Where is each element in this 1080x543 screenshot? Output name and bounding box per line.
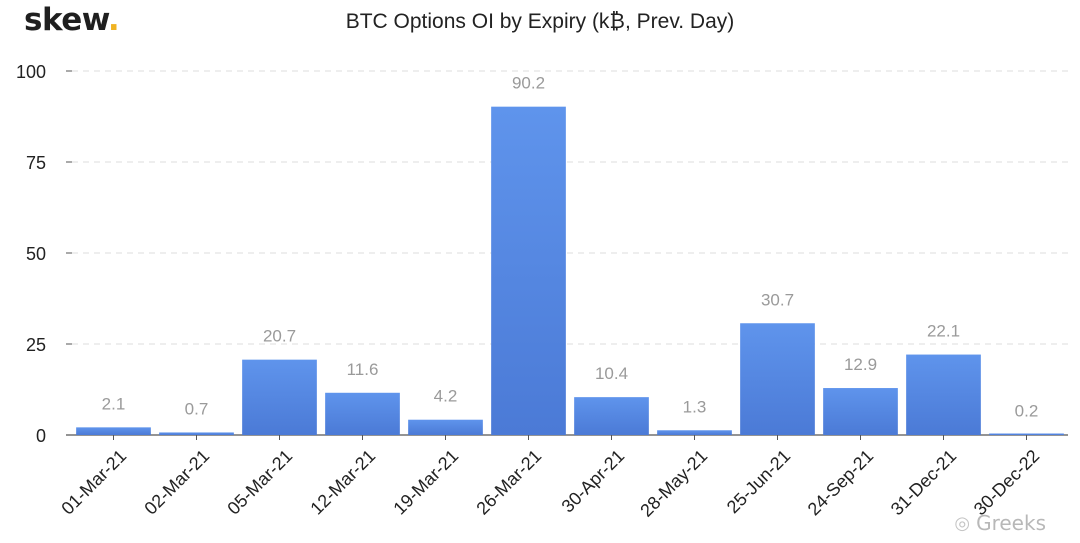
watermark-text: Greeks xyxy=(976,511,1046,535)
bar-24-Sep-21 xyxy=(823,388,898,435)
data-label: 30.7 xyxy=(761,290,794,309)
skew-logo: skew. xyxy=(24,2,120,38)
y-tick-label: 0 xyxy=(36,426,46,446)
data-label: 0.7 xyxy=(185,399,209,418)
x-tick-label: 01-Mar-21 xyxy=(57,446,130,519)
data-label: 1.3 xyxy=(683,397,707,416)
data-label: 10.4 xyxy=(595,364,628,383)
bar-02-Mar-21 xyxy=(159,432,234,435)
data-label: 0.2 xyxy=(1015,401,1039,420)
x-tick-label: 12-Mar-21 xyxy=(306,446,379,519)
data-label: 11.6 xyxy=(347,360,379,379)
x-tick-label: 30-Dec-22 xyxy=(970,446,1044,520)
bar-01-Mar-21 xyxy=(76,427,151,435)
bar-05-Mar-21 xyxy=(242,359,317,435)
bar-30-Dec-22 xyxy=(989,433,1064,435)
y-tick-label: 100 xyxy=(16,62,46,82)
data-label: 90.2 xyxy=(512,74,545,93)
bar-25-Jun-21 xyxy=(740,323,815,435)
x-tick-label: 24-Sep-21 xyxy=(804,446,878,520)
x-tick-label: 02-Mar-21 xyxy=(140,446,213,519)
x-tick-label: 19-Mar-21 xyxy=(389,446,462,519)
y-tick-label: 25 xyxy=(26,335,46,355)
logo-dot: . xyxy=(107,2,120,38)
watermark: ◎ Greeks xyxy=(954,511,1046,535)
bar-30-Apr-21 xyxy=(574,397,649,435)
bar-28-May-21 xyxy=(657,430,732,435)
chart-title: BTC Options OI by Expiry (k₿, Prev. Day) xyxy=(345,10,735,33)
data-label: 12.9 xyxy=(844,355,877,374)
y-tick-label: 75 xyxy=(26,153,46,173)
logo-text: skew xyxy=(24,2,108,38)
bar-31-Dec-21 xyxy=(906,354,981,435)
bar-19-Mar-21 xyxy=(408,419,483,435)
x-tick-label: 28-May-21 xyxy=(636,446,711,521)
x-tick-label: 26-Mar-21 xyxy=(472,446,545,519)
data-label: 20.7 xyxy=(263,327,296,346)
bar-26-Mar-21 xyxy=(491,106,566,435)
data-label: 2.1 xyxy=(102,394,126,413)
x-tick-label: 30-Apr-21 xyxy=(558,446,629,517)
x-tick-label: 05-Mar-21 xyxy=(223,446,296,519)
x-tick-label: 25-Jun-21 xyxy=(723,446,794,517)
x-tick-label: 31-Dec-21 xyxy=(887,446,961,520)
data-label: 4.2 xyxy=(434,387,458,406)
bar-12-Mar-21 xyxy=(325,392,400,435)
data-label: 22.1 xyxy=(927,322,960,341)
wechat-icon: ◎ xyxy=(954,512,971,534)
y-tick-label: 50 xyxy=(26,244,46,264)
